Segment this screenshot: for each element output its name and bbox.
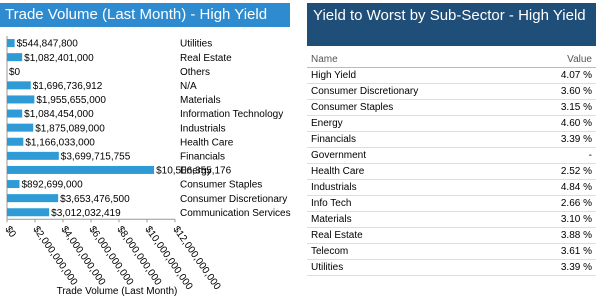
table-row: Consumer Staples 3.15 % [307, 99, 596, 116]
table-cell: Utilities [307, 259, 523, 276]
title-bar [0, 3, 290, 27]
category-label: Communication Services [180, 208, 291, 219]
table-cell: 2.66 % [522, 195, 596, 212]
chart: Trade Volume (Last Month) - High Yield T… [0, 3, 291, 297]
category-label: Industrials [180, 123, 226, 134]
header-cell: Name [307, 52, 523, 68]
table-row: Energy 4.60 % [307, 115, 596, 132]
category-label: Materials [180, 95, 221, 106]
table-cell: 4.07 % [522, 67, 596, 84]
x-tick-label: $12,000,000,000 [170, 224, 222, 292]
table-cell: Consumer Staples [307, 99, 523, 116]
value-label: $1,082,401,000 [24, 53, 94, 64]
value-label: $892,699,000 [21, 180, 83, 191]
table-row: Materials 3.10 % [307, 211, 596, 228]
value-label: $10,506,355,176 [156, 166, 232, 177]
bar [7, 109, 23, 118]
value-label: $3,012,032,419 [51, 208, 121, 219]
table-cell: Energy [307, 115, 523, 132]
table-cell: Info Tech [307, 195, 523, 212]
bar [7, 165, 155, 174]
table-cell: 4.60 % [522, 115, 596, 132]
table-row: Consumer Discretionary 3.60 % [307, 83, 596, 100]
bar [7, 95, 35, 104]
table-cell: Consumer Discretionary [307, 83, 523, 100]
bar [7, 53, 23, 62]
category-label: Utilities [180, 39, 212, 50]
category-label: Information Technology [180, 109, 283, 120]
bar [7, 137, 24, 146]
x-tick-label: $0 [2, 224, 18, 240]
category-label: Health Care [180, 137, 234, 148]
bar [7, 123, 34, 132]
table-cell: 3.10 % [522, 211, 596, 228]
table-cell: Real Estate [307, 227, 523, 244]
category-label: Others [180, 67, 210, 78]
table-panel: Yield to Worst by Sub-Sector - High Yiel… [307, 3, 596, 276]
value-label: $0 [9, 67, 21, 78]
table-cell: 3.60 % [522, 83, 596, 100]
table-row: Financials 3.39 % [307, 131, 596, 148]
table-cell: Health Care [307, 163, 523, 180]
table-cell: Telecom [307, 243, 523, 260]
table-cell: Industrials [307, 179, 523, 196]
table-cell: 3.88 % [522, 227, 596, 244]
category-label: Real Estate [180, 53, 232, 64]
value-label: $1,084,454,000 [24, 109, 94, 120]
table-title: Yield to Worst by Sub-Sector - High Yiel… [307, 3, 596, 46]
table: Name Value High Yield 4.07 % Consumer Disc… [307, 52, 596, 276]
table-cell: High Yield [307, 67, 523, 84]
bar [7, 151, 59, 160]
table-row: Industrials 4.84 % [307, 179, 596, 196]
chart-title: Trade Volume (Last Month) - High Yield [5, 6, 267, 23]
table-cell: Financials [307, 131, 523, 148]
header-cell: Value [522, 52, 596, 68]
table-row: Info Tech 2.66 % [307, 195, 596, 212]
table-row: Utilities 3.39 % [307, 259, 596, 276]
table-cell: Government [307, 147, 523, 164]
category-label: Consumer Discretionary [180, 194, 287, 205]
table-cell: 3.39 % [522, 131, 596, 148]
table-row: Government - [307, 147, 596, 164]
value-label: $1,166,033,000 [25, 137, 95, 148]
bar [7, 180, 20, 189]
category-label: N/A [180, 81, 197, 92]
value-label: $1,955,655,000 [36, 95, 106, 106]
table-row: High Yield 4.07 % [307, 67, 596, 84]
table-cell: 3.39 % [522, 259, 596, 276]
bar [7, 194, 59, 203]
table-cell: 4.84 % [522, 179, 596, 196]
bar [7, 208, 50, 217]
table-cell: 2.52 % [522, 163, 596, 180]
value-label: $1,696,736,912 [33, 81, 103, 92]
table-cell: - [522, 147, 596, 164]
table-row: Real Estate 3.88 % [307, 227, 596, 244]
category-label: Consumer Staples [180, 180, 262, 191]
bar [7, 81, 31, 90]
category-label: Energy [180, 166, 212, 177]
header-row: Name Value [307, 52, 596, 68]
bar [7, 39, 15, 48]
value-label: $544,847,800 [17, 39, 79, 50]
value-label: $3,699,715,755 [61, 151, 131, 162]
table-cell: 3.61 % [522, 243, 596, 260]
table-row: Health Care 2.52 % [307, 163, 596, 180]
table-cell: 3.15 % [522, 99, 596, 116]
value-label: $3,653,476,500 [60, 194, 130, 205]
x-axis-title: Trade Volume (Last Month) [57, 286, 178, 297]
table-row: Telecom 3.61 % [307, 243, 596, 260]
category-label: Financials [180, 151, 225, 162]
value-label: $1,875,089,000 [35, 123, 105, 134]
table-cell: Materials [307, 211, 523, 228]
